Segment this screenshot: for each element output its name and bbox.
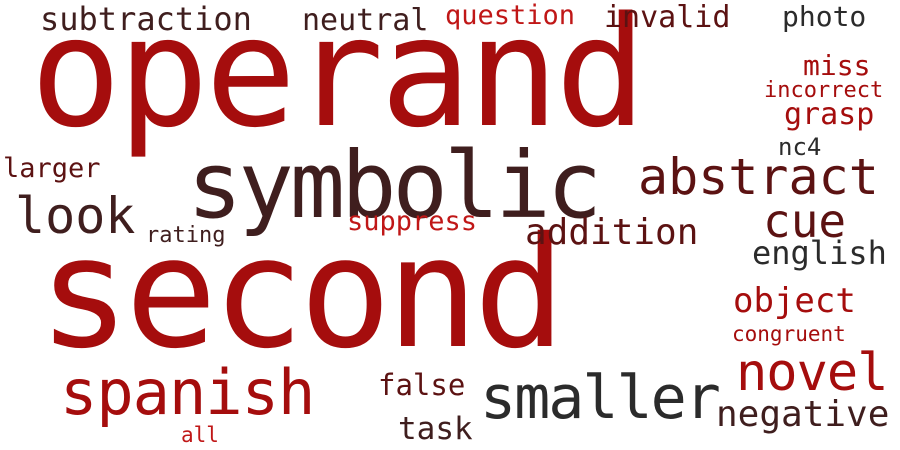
- word-spanish: spanish: [60, 356, 315, 429]
- word-subtraction: subtraction: [40, 0, 252, 38]
- word-operand: operand: [30, 0, 647, 161]
- word-negative: negative: [716, 394, 890, 435]
- word-question: question: [445, 0, 576, 31]
- word-task: task: [398, 411, 473, 447]
- word-second: second: [38, 205, 566, 383]
- word-addition: addition: [525, 212, 699, 253]
- word-congruent: congruent: [732, 322, 846, 346]
- word-rating: rating: [146, 223, 226, 248]
- word-abstract: abstract: [638, 148, 879, 206]
- word-suppress: suppress: [347, 206, 478, 237]
- word-english: english: [752, 234, 887, 272]
- word-incorrect: incorrect: [764, 78, 884, 103]
- word-nc4: nc4: [778, 133, 822, 161]
- word-all: all: [181, 423, 219, 447]
- word-grasp: grasp: [784, 97, 875, 132]
- word-larger: larger: [3, 153, 101, 184]
- word-look: look: [15, 187, 136, 245]
- word-invalid: invalid: [604, 0, 731, 35]
- word-smaller: smaller: [480, 363, 721, 433]
- word-cue: cue: [763, 194, 847, 248]
- word-photo: photo: [782, 0, 867, 33]
- word-symbolic: symbolic: [187, 132, 602, 239]
- word-false: false: [378, 368, 466, 402]
- word-object: object: [733, 281, 856, 321]
- word-miss: miss: [803, 49, 871, 82]
- word-novel: novel: [736, 343, 889, 403]
- word-neutral: neutral: [302, 3, 429, 38]
